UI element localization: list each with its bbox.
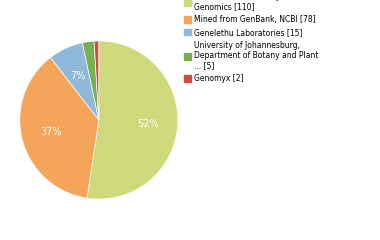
Wedge shape [20,57,99,198]
Text: 37%: 37% [41,127,62,137]
Wedge shape [82,41,99,120]
Legend: Centre for Biodiversity
Genomics [110], Mined from GenBank, NCBI [78], Genelethu: Centre for Biodiversity Genomics [110], … [184,0,319,83]
Wedge shape [94,41,99,120]
Wedge shape [51,43,99,120]
Text: 52%: 52% [137,119,158,129]
Wedge shape [87,41,178,199]
Text: 7%: 7% [71,71,86,81]
